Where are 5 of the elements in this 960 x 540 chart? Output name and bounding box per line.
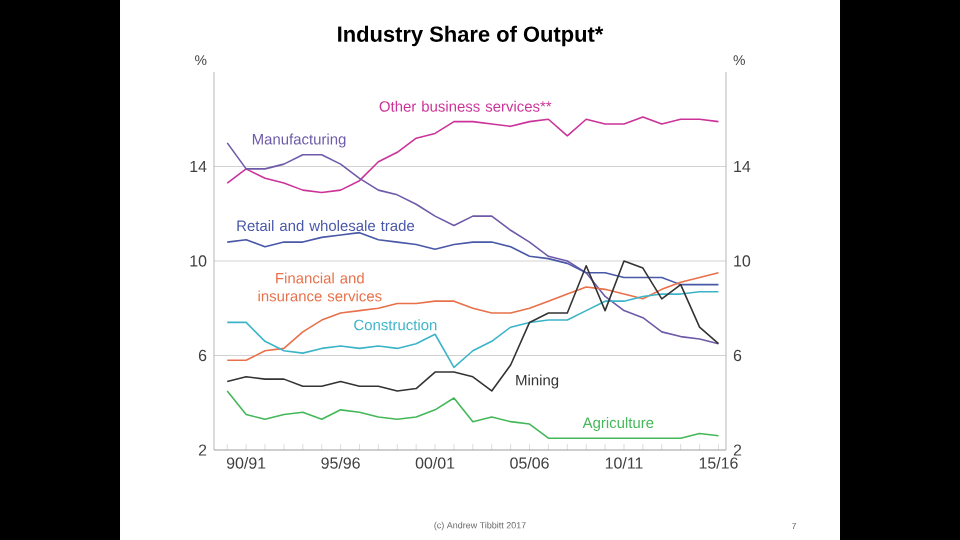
line-series [226,272,720,362]
line-series [226,260,720,392]
chart-title: Industry Share of Output* [338,25,604,47]
line-series [226,290,720,369]
line-series [226,116,720,194]
